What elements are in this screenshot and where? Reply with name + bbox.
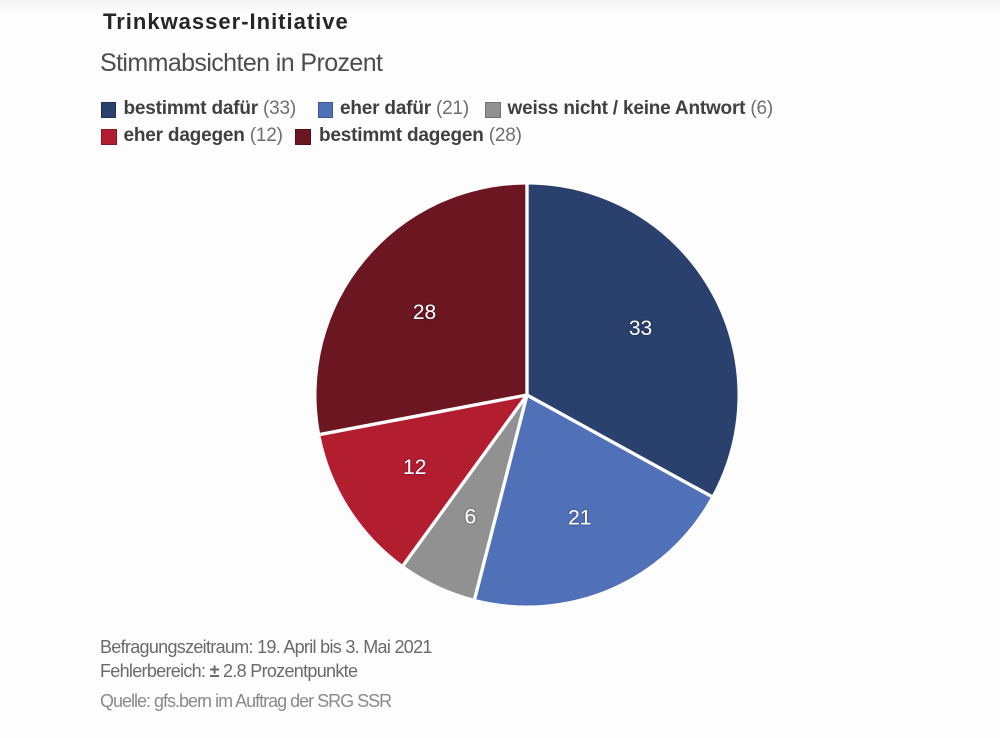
svg-text:28: 28 xyxy=(412,300,435,323)
svg-text:21: 21 xyxy=(568,506,591,529)
svg-text:33: 33 xyxy=(628,316,651,339)
svg-text:12: 12 xyxy=(403,455,426,478)
svg-text:6: 6 xyxy=(464,505,476,528)
